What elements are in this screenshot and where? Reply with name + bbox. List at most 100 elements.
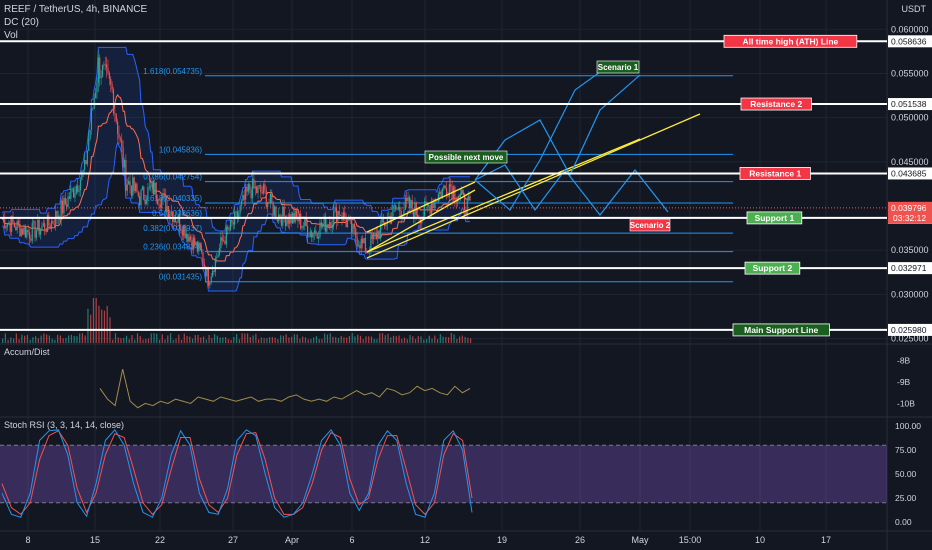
candle-body [389,216,391,224]
volume-bar [302,336,304,343]
bar-countdown-text: 03:32:12 [893,213,926,223]
candle-body [147,187,149,201]
volume-label: Vol [4,30,18,41]
scenario-path [474,71,601,211]
candle-body [172,211,174,223]
candle-body [433,199,435,209]
candle-body [329,221,331,227]
candle-body [338,210,340,216]
sr-level-tag-text: Main Support Line [744,325,818,335]
volume-bar [35,336,37,343]
candle-body [82,169,84,172]
volume-bar [420,336,422,343]
candle-body [225,226,227,245]
candle-body [315,230,317,234]
volume-bar [112,339,114,343]
candle-body [132,177,134,196]
volume-bar [291,336,293,343]
candle-body [144,199,146,205]
candle-body [83,160,86,170]
volume-bar [324,333,326,343]
candle-body [60,200,62,221]
candle-body [198,242,200,252]
volume-bar [470,338,472,343]
candle-body [346,221,349,227]
candle-body [276,219,278,222]
candle-body [403,209,405,216]
x-tick-label: 12 [420,535,430,545]
candle-body [243,194,245,200]
candle-body [214,258,216,272]
candle-body [46,215,49,233]
price-level-badge [888,323,932,336]
candle-body [81,171,83,180]
candle-body [42,223,44,227]
candle-body [19,224,21,237]
candle-body [229,220,232,231]
volume-bar [136,333,139,343]
candle-body [150,186,152,188]
candle-body [362,238,364,244]
volume-bar [123,337,125,343]
volume-bar [381,333,384,343]
volume-bar [271,337,273,343]
volume-bar [417,335,419,343]
x-tick-label: 26 [575,535,585,545]
volume-bar [412,336,414,343]
stoch-rsi-tick: 0.00 [895,517,912,527]
candle-body [37,219,39,231]
yellow-trendline [366,138,641,253]
volume-bar [376,339,378,343]
candle-body [283,206,285,217]
volume-bar [467,337,469,343]
stoch-rsi-label: Stoch RSI (3, 3, 14, 14, close) [4,420,124,430]
candle-body [202,252,204,264]
candle-body [210,276,212,283]
candle-body [35,230,38,238]
fib-level-label: 0(0.031435) [159,273,202,282]
volume-bar [131,334,133,343]
current-price-badge [888,201,932,224]
sr-level-tag [744,261,801,275]
candle-body [203,263,205,267]
candle-body [136,183,138,192]
candle-body [85,160,87,165]
candle-body [465,209,467,215]
sr-level-tag-text: Support 1 [755,213,795,223]
volume-bar [48,335,50,343]
candle-body [385,224,387,227]
volume-bar [125,335,128,343]
candle-body [187,233,189,242]
candle-body [461,189,463,195]
candle-body [145,200,148,205]
candle-body [121,139,123,148]
volume-bar [398,335,400,343]
candle-body [428,205,430,206]
candle-body [170,211,172,215]
volume-bar [230,339,232,343]
volume-bar [414,338,417,343]
volume-bar [260,337,262,343]
volume-bar [169,333,172,343]
candle-body [468,196,470,199]
candle-body [228,229,230,231]
volume-bar [351,333,353,343]
volume-bar [90,314,92,343]
candle-body [253,178,255,189]
volume-bar [57,334,59,343]
volume-bar [21,334,23,343]
candle-body [236,211,238,218]
candle-body [56,211,58,218]
candle-body [415,202,417,215]
volume-bar [249,337,251,343]
stoch-band-fill [0,445,887,503]
candle-body [251,178,254,199]
volume-bar [395,336,397,343]
candle-body [129,181,131,187]
volume-bar [458,336,461,343]
volume-bar [178,334,180,343]
candle-body [49,225,51,230]
candle-body [128,181,130,185]
candle-body [297,216,299,222]
